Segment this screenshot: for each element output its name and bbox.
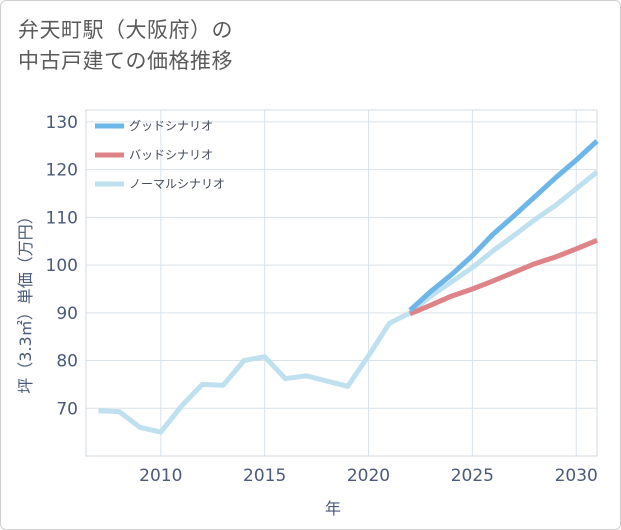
x-tick-label: 2030 bbox=[555, 466, 598, 486]
x-tick-label: 2015 bbox=[243, 466, 286, 486]
y-tick-label: 130 bbox=[46, 113, 78, 133]
plot-area-border bbox=[85, 109, 598, 457]
x-axis-label: 年 bbox=[325, 499, 341, 518]
y-tick-label: 120 bbox=[46, 161, 78, 181]
series-layer bbox=[98, 139, 599, 435]
series-line-1 bbox=[409, 237, 598, 317]
legend-label-2: ノーマルシナリオ bbox=[129, 177, 225, 191]
chart-title: 弁天町駅（大阪府）の 中古戸建ての価格推移 bbox=[18, 18, 233, 73]
x-tick-label: 2020 bbox=[347, 466, 390, 486]
y-tick-label: 80 bbox=[56, 352, 78, 372]
x-tick-label: 2010 bbox=[139, 466, 182, 486]
grid-lines bbox=[86, 110, 597, 456]
y-axis-label: 坪（3.3㎡）単価（万円） bbox=[16, 208, 35, 393]
series-line-2 bbox=[98, 170, 599, 435]
y-tick-label: 70 bbox=[56, 399, 78, 419]
legend-label-0: グッドシナリオ bbox=[129, 119, 213, 133]
y-tick-label: 100 bbox=[46, 256, 78, 276]
x-tick-label: 2025 bbox=[451, 466, 494, 486]
x-axis-ticks: 2010 2015 2020 2025 2030 bbox=[139, 466, 598, 486]
series-line-0 bbox=[408, 139, 599, 313]
y-tick-label: 90 bbox=[56, 304, 78, 324]
y-axis-ticks: 70 80 90 100 110 120 130 bbox=[46, 113, 78, 419]
y-tick-label: 110 bbox=[46, 208, 78, 228]
legend-label-1: バッドシナリオ bbox=[129, 148, 213, 162]
